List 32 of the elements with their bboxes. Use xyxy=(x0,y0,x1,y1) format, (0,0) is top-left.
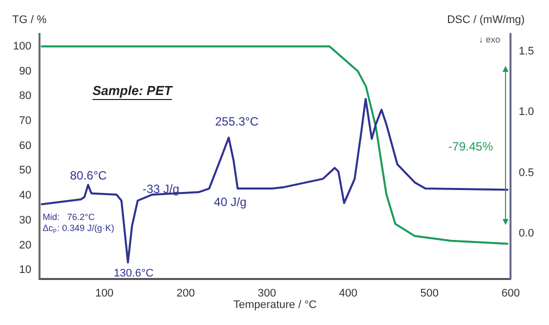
annotation: Sample: PET xyxy=(92,83,173,98)
y2-tick-label: 1.5 xyxy=(518,46,534,58)
y-tick-label: 40 xyxy=(19,190,32,202)
y2-tick-label: 0.0 xyxy=(518,227,534,240)
y-tick-label: 10 xyxy=(19,264,32,276)
x-tick-label: 600 xyxy=(502,287,520,300)
y-tick-label: 80 xyxy=(19,90,32,102)
x-tick-label: 100 xyxy=(95,287,114,300)
y2-axis-title: DSC / (mW/mg) xyxy=(447,14,525,26)
x-tick-label: 200 xyxy=(176,287,195,300)
y2-tick-label: 1.0 xyxy=(518,106,534,118)
annotation: 40 J/g xyxy=(214,195,247,210)
x-tick-label: 500 xyxy=(420,287,439,300)
y-axis-title: TG / % xyxy=(12,14,47,26)
annotation: 255.3°C xyxy=(215,114,259,128)
annotation: Mid: 76.2°C xyxy=(42,212,96,222)
y-tick-label: 30 xyxy=(19,214,32,226)
y-tick-label: 20 xyxy=(19,239,32,252)
y2-tick-label: 0.5 xyxy=(518,166,534,179)
annotation: 80.6°C xyxy=(70,168,108,182)
annotation: Δcₚ: 0.349 J/(g·K) xyxy=(42,223,114,234)
y-tick-label: 100 xyxy=(12,40,32,52)
x-tick-label: 400 xyxy=(338,287,358,300)
y-tick-label: 70 xyxy=(19,115,32,128)
annotation: -79.45% xyxy=(448,139,494,154)
x-axis-title: Temperature / °C xyxy=(233,298,317,311)
x-tick-label: 300 xyxy=(258,287,276,300)
y-tick-label: 90 xyxy=(19,65,32,78)
y-tick-label: 50 xyxy=(19,164,32,177)
y-tick-label: 60 xyxy=(19,140,32,152)
annotation: ↓ exo xyxy=(478,34,500,45)
annotation: 130.6°C xyxy=(114,267,154,280)
